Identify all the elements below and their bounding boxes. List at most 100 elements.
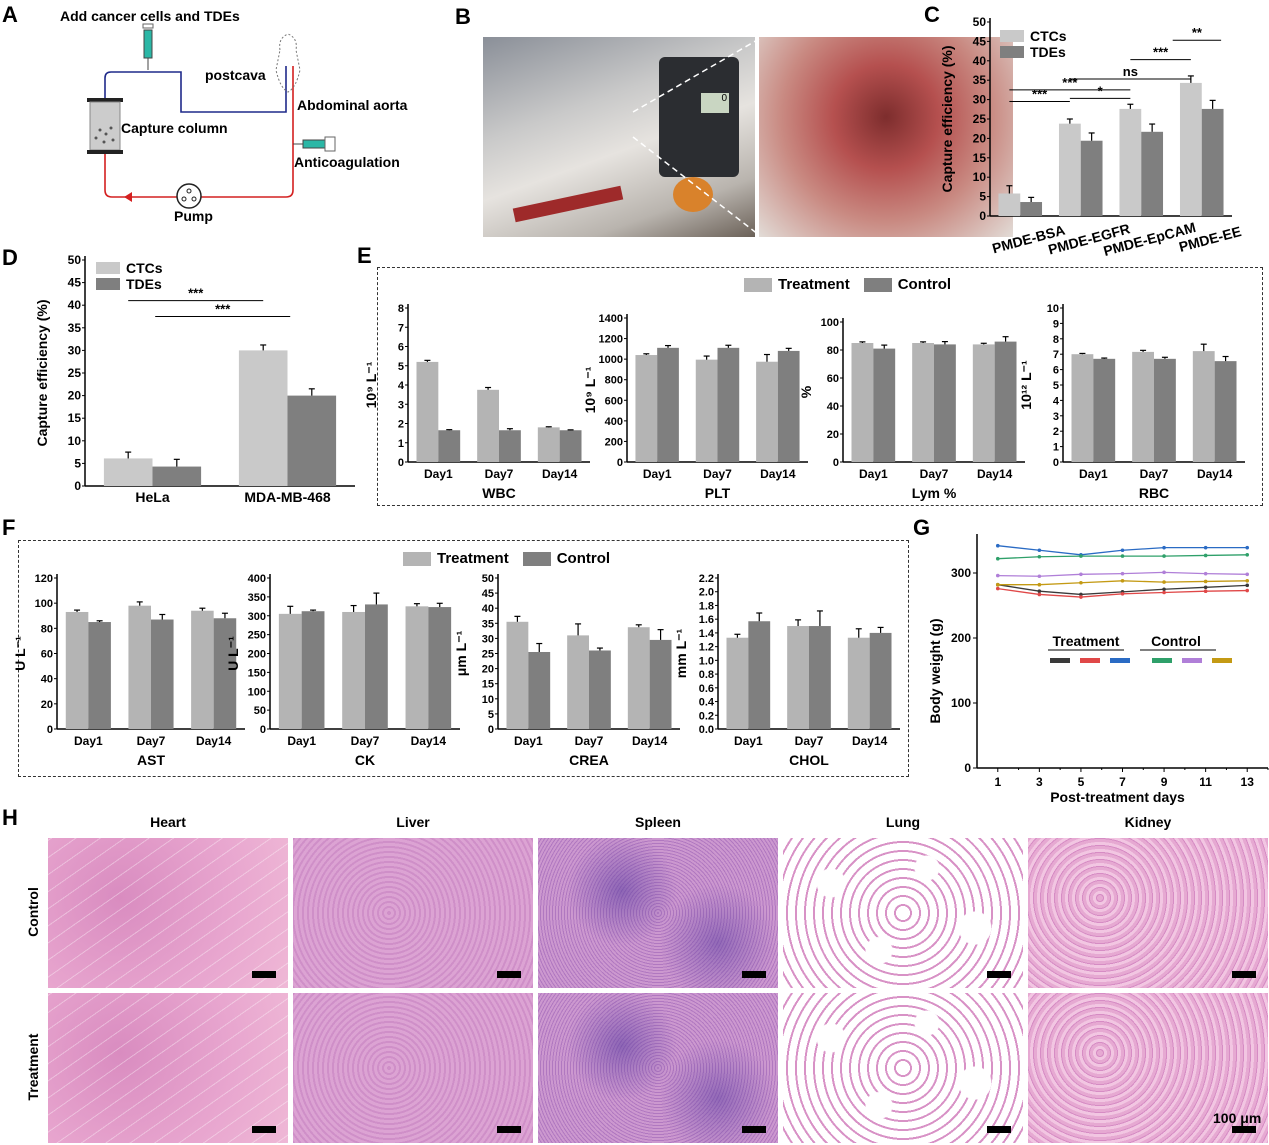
y-axis-label: U L⁻¹ bbox=[12, 636, 28, 671]
histology-image-liver-control bbox=[293, 838, 533, 988]
x-tick-label: Day14 bbox=[760, 467, 796, 481]
y-tick-label: 1.8 bbox=[699, 600, 714, 612]
y-tick-label: 2.0 bbox=[699, 587, 714, 599]
capture-column-icon bbox=[87, 98, 123, 154]
pump-device: 0 bbox=[659, 57, 739, 177]
bar-ctcs bbox=[238, 350, 288, 486]
legend-label: TDEs bbox=[1030, 44, 1066, 60]
y-tick-label: 40 bbox=[827, 401, 839, 413]
chart-title: PLT bbox=[705, 485, 731, 501]
bar-control bbox=[301, 611, 325, 729]
y-tick-label: 0.2 bbox=[699, 710, 714, 722]
histology-image-kidney-control bbox=[1028, 838, 1268, 988]
scale-bar bbox=[987, 1126, 1011, 1133]
histology-image-spleen-control bbox=[538, 838, 778, 988]
chart-title: CHOL bbox=[789, 752, 829, 768]
y-axis-label: mm L⁻¹ bbox=[673, 628, 689, 678]
data-point bbox=[1037, 574, 1042, 579]
chart-title: RBC bbox=[1139, 485, 1169, 501]
add-cells-label: Add cancer cells and TDEs bbox=[60, 8, 240, 24]
significance-label: *** bbox=[1032, 87, 1048, 102]
chart-title: Lym % bbox=[912, 485, 957, 501]
y-tick-label: 40 bbox=[482, 603, 494, 615]
bar-tdes bbox=[1201, 108, 1224, 216]
data-point bbox=[1079, 595, 1083, 599]
y-tick-label: 600 bbox=[605, 395, 623, 407]
y-tick-label: 100 bbox=[35, 598, 53, 610]
bar-treatment bbox=[477, 389, 499, 462]
pump-display: 0 bbox=[701, 93, 729, 113]
bar-tdes bbox=[287, 395, 337, 486]
y-tick-label: 15 bbox=[482, 679, 494, 691]
chart-title: CK bbox=[355, 752, 375, 768]
legend-swatch bbox=[1212, 658, 1232, 663]
y-tick-label: 80 bbox=[827, 345, 839, 357]
data-point bbox=[1120, 571, 1125, 576]
y-tick-label: 15 bbox=[68, 411, 82, 425]
y-tick-label: 25 bbox=[973, 112, 987, 126]
y-tick-label: 5 bbox=[1053, 380, 1059, 392]
bar-control bbox=[88, 622, 111, 729]
y-axis-label: Body weight (g) bbox=[927, 619, 943, 724]
significance-label: *** bbox=[1062, 75, 1078, 90]
legend-label: CTCs bbox=[1030, 28, 1067, 44]
legend-control: Control bbox=[897, 276, 952, 293]
x-tick-label: Day14 bbox=[1197, 467, 1233, 481]
y-tick-label: 200 bbox=[605, 436, 623, 448]
chart-plt: 0 200 400 600 800 1000 1200 1400 10⁹ L⁻¹ Day1 Day7… bbox=[582, 313, 808, 501]
y-tick-label: 1.0 bbox=[699, 655, 714, 667]
data-point bbox=[1162, 554, 1166, 558]
legend-swatch bbox=[96, 262, 120, 274]
x-tick-label: 9 bbox=[1161, 775, 1168, 789]
y-tick-label: 1.2 bbox=[699, 642, 714, 654]
y-tick-label: 10 bbox=[68, 434, 82, 448]
bar-treatment bbox=[1192, 351, 1215, 462]
legend-label: TDEs bbox=[126, 276, 162, 292]
data-point bbox=[1079, 592, 1083, 597]
x-tick-label: Day7 bbox=[795, 734, 824, 748]
bar-treatment bbox=[851, 343, 874, 462]
rat-outline-icon bbox=[275, 33, 301, 93]
bar-treatment bbox=[506, 621, 529, 729]
y-tick-label: 800 bbox=[605, 375, 623, 387]
legend-group-treatment: Treatment bbox=[1053, 633, 1120, 649]
pump-icon bbox=[176, 183, 202, 209]
bar-treatment bbox=[65, 611, 89, 729]
y-tick-label: 2 bbox=[1053, 426, 1059, 438]
y-tick-label: 0.0 bbox=[699, 724, 714, 736]
bar-control bbox=[1093, 358, 1116, 462]
histology-image-kidney-treatment bbox=[1028, 993, 1268, 1143]
y-tick-label: 15 bbox=[973, 151, 987, 165]
data-point bbox=[1120, 554, 1125, 558]
bar-treatment bbox=[191, 610, 214, 729]
y-tick-label: 35 bbox=[973, 73, 987, 87]
y-axis-label: Capture efficiency (%) bbox=[939, 45, 955, 192]
data-point bbox=[1245, 579, 1250, 583]
organ-title: Liver bbox=[396, 814, 430, 830]
data-point bbox=[995, 586, 1000, 591]
bar-control bbox=[994, 341, 1017, 462]
bar-control bbox=[934, 344, 956, 462]
y-tick-label: 9 bbox=[1053, 318, 1059, 330]
anticoagulation-label: Anticoagulation bbox=[294, 154, 400, 170]
bar-tdes bbox=[1141, 131, 1164, 216]
data-point bbox=[1245, 553, 1250, 557]
y-tick-label: 1.6 bbox=[699, 614, 714, 626]
y-tick-label: 50 bbox=[973, 15, 987, 29]
y-tick-label: 1 bbox=[1053, 442, 1059, 454]
y-tick-label: 0.4 bbox=[699, 697, 715, 709]
y-tick-label: 350 bbox=[248, 592, 266, 604]
y-tick-label: 3 bbox=[1053, 411, 1059, 423]
y-tick-label: 0 bbox=[964, 761, 971, 775]
x-tick-label: Day7 bbox=[575, 734, 604, 748]
y-tick-label: 45 bbox=[68, 276, 82, 290]
bar-treatment bbox=[972, 344, 995, 462]
y-tick-label: 20 bbox=[41, 699, 53, 711]
scale-bar bbox=[252, 1126, 276, 1133]
y-tick-label: 100 bbox=[951, 696, 971, 710]
legend-control: Control bbox=[556, 550, 611, 567]
chart-title: AST bbox=[137, 752, 165, 768]
bar-control bbox=[213, 618, 237, 729]
row-label: Control bbox=[25, 887, 41, 937]
y-tick-label: 45 bbox=[482, 588, 494, 600]
